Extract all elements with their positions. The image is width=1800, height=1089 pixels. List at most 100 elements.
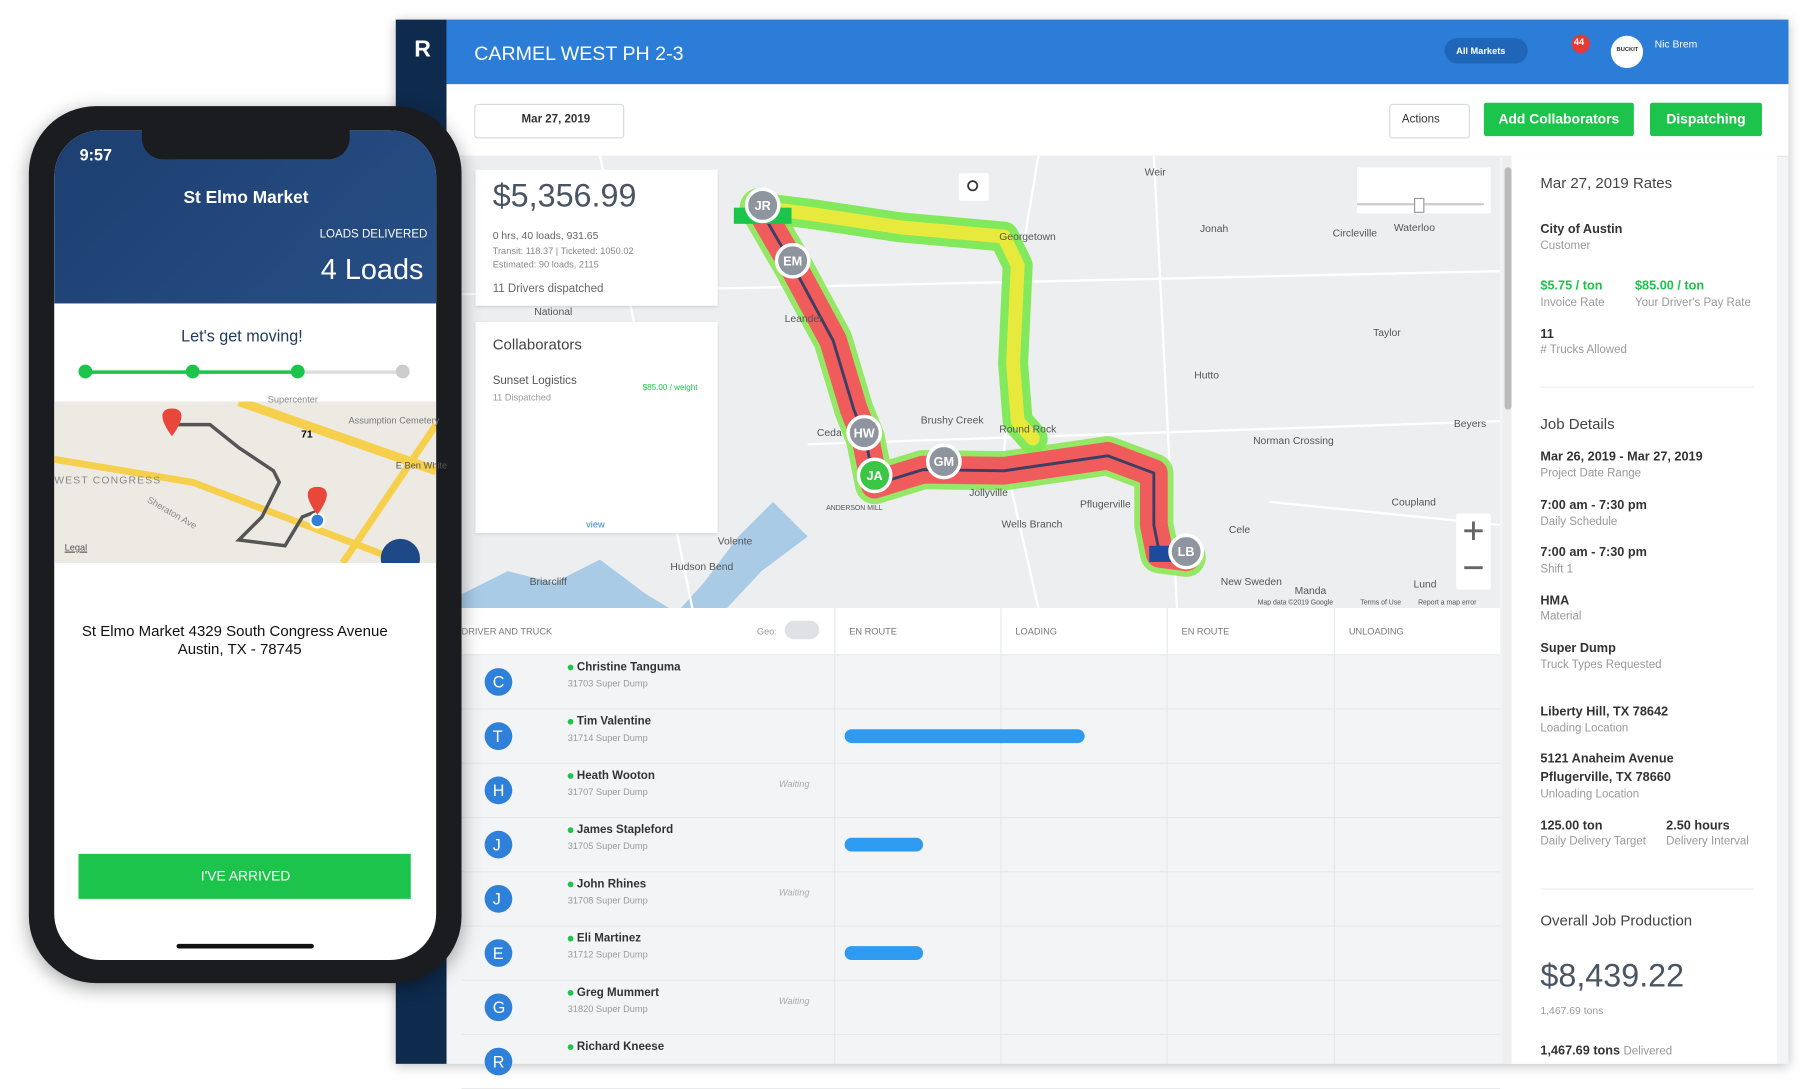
stats-line: Transit: 118.37 | Ticketed: 1050.02 xyxy=(492,245,634,257)
place-label: Ceda xyxy=(817,428,842,439)
panel-unloading2: Pflugerville, TX 78660 xyxy=(1540,770,1671,785)
driver-row[interactable] xyxy=(461,871,1500,927)
panel-truck-type-label: Truck Types Requested xyxy=(1540,658,1662,672)
online-dot xyxy=(567,1044,574,1050)
panel-material-label: Material xyxy=(1540,610,1582,624)
driver-row[interactable] xyxy=(461,980,1500,1035)
slider-handle[interactable] xyxy=(1414,197,1425,213)
progress-step xyxy=(185,364,200,379)
phone-map-label: Assumption Cemetery xyxy=(348,415,440,426)
top-bar xyxy=(446,19,1789,85)
driver-marker[interactable] xyxy=(1168,533,1205,570)
online-dot xyxy=(567,881,574,888)
driver-row[interactable] xyxy=(461,654,1500,710)
driver-marker[interactable] xyxy=(744,187,781,224)
place-label: National xyxy=(534,307,572,318)
panel-dates: Mar 26, 2019 - Mar 27, 2019 xyxy=(1540,449,1703,464)
map-attribution: Map data ©2019 Google xyxy=(1258,599,1334,607)
zoom-controls[interactable] xyxy=(1456,513,1491,590)
stats-card xyxy=(475,169,718,306)
panel-interval-label: Delivery Interval xyxy=(1666,835,1749,849)
driver-truck: 31708 Super Dump xyxy=(567,895,648,906)
panel-production-tons: 1,467.69 tons xyxy=(1540,1004,1604,1017)
report-link[interactable]: Report a map error xyxy=(1418,600,1477,607)
column-header: UNLOADING xyxy=(1348,626,1404,637)
online-dot xyxy=(567,773,574,779)
progress-bar xyxy=(844,729,1085,744)
online-dot xyxy=(567,989,574,996)
zoom-icons xyxy=(1464,521,1483,570)
driver-name: Eli Martinez xyxy=(576,932,642,945)
drivers-dispatched: 11 Drivers dispatched xyxy=(492,282,604,296)
panel-pay-label: Your Driver's Pay Rate xyxy=(1634,296,1751,310)
divider xyxy=(1540,386,1754,388)
actions-label[interactable]: Actions xyxy=(1401,113,1440,126)
driver-marker[interactable] xyxy=(856,457,893,494)
arrived-button[interactable] xyxy=(78,853,411,899)
details-panel xyxy=(1511,155,1777,1064)
driver-row[interactable] xyxy=(461,925,1500,981)
search-icon xyxy=(967,180,979,192)
geo-toggle[interactable] xyxy=(784,620,820,640)
place-label: Jollyville xyxy=(969,488,1008,499)
driver-name: John Rhines xyxy=(576,878,647,891)
driver-row[interactable] xyxy=(461,708,1500,764)
driver-name: James Stapleford xyxy=(576,823,674,837)
phone-screen xyxy=(54,130,437,960)
driver-truck: 31712 Super Dump xyxy=(567,949,648,960)
map-search[interactable] xyxy=(958,173,989,201)
panel-schedule-label: Daily Schedule xyxy=(1540,515,1618,529)
place-label: Lund xyxy=(1413,579,1436,590)
panel-dates-label: Project Date Range xyxy=(1540,467,1642,480)
driver-marker[interactable] xyxy=(925,443,962,480)
place-label: Weir xyxy=(1145,167,1167,178)
driver-marker[interactable] xyxy=(846,414,883,451)
column-header: LOADING xyxy=(1015,626,1057,637)
actions-button[interactable] xyxy=(1389,103,1470,139)
driver-row[interactable] xyxy=(461,763,1500,819)
progress-step xyxy=(290,364,305,379)
driver-initial: R xyxy=(492,1052,505,1071)
place-label: Briarcliff xyxy=(530,577,567,588)
driver-marker[interactable] xyxy=(774,242,811,279)
heatmap xyxy=(739,188,1206,577)
view-link[interactable]: view xyxy=(586,519,605,530)
table-header xyxy=(461,608,1500,656)
avatar-label: BUCKIT xyxy=(1616,46,1639,54)
place-label: Cele xyxy=(1229,525,1251,536)
driver-initial: E xyxy=(492,943,504,963)
online-dot xyxy=(567,664,574,671)
driver-initial: H xyxy=(492,781,505,800)
panel-invoice-label: Invoice Rate xyxy=(1540,296,1605,310)
driver-initial: C xyxy=(492,672,505,692)
user-avatar[interactable] xyxy=(1610,35,1644,69)
markets-label[interactable]: All Markets xyxy=(1456,46,1506,57)
collaborators-card xyxy=(475,321,718,534)
place-label: Leander xyxy=(785,314,824,325)
markets-pill[interactable] xyxy=(1444,38,1528,64)
arrived-label[interactable]: I'VE ARRIVED xyxy=(200,867,291,884)
panel-loading-label: Loading Location xyxy=(1540,722,1629,735)
notification-count: 44 xyxy=(1573,36,1585,48)
driver-marker-label: HW xyxy=(854,426,875,440)
driver-row[interactable] xyxy=(461,817,1500,873)
phone-notch xyxy=(141,124,350,160)
job-title: CARMEL WEST PH 2-3 xyxy=(474,42,684,65)
dispatching-button[interactable]: Dispatching xyxy=(1649,102,1762,137)
column-divider xyxy=(1166,608,1168,1064)
driver-avatar xyxy=(484,939,513,967)
driver-marker-label: GM xyxy=(934,455,954,469)
place-label: Norman Crossing xyxy=(1253,436,1334,447)
driver-marker-label: EM xyxy=(783,254,802,268)
date-picker[interactable] xyxy=(474,103,625,139)
add-collaborators-button[interactable]: Add Collaborators xyxy=(1483,102,1634,137)
driver-name: Greg Mummert xyxy=(576,986,659,1000)
phone-map-label: Supercenter xyxy=(267,394,318,405)
place-label: Circleville xyxy=(1333,229,1378,240)
phone-map-label: WEST CONGRESS xyxy=(54,474,162,486)
terms-link[interactable]: Terms of Use xyxy=(1360,600,1401,607)
date-label[interactable]: Mar 27, 2019 xyxy=(521,113,591,126)
stats-line: 0 hrs, 40 loads, 931.65 xyxy=(492,229,599,242)
scroll-thumb[interactable] xyxy=(1504,167,1512,410)
